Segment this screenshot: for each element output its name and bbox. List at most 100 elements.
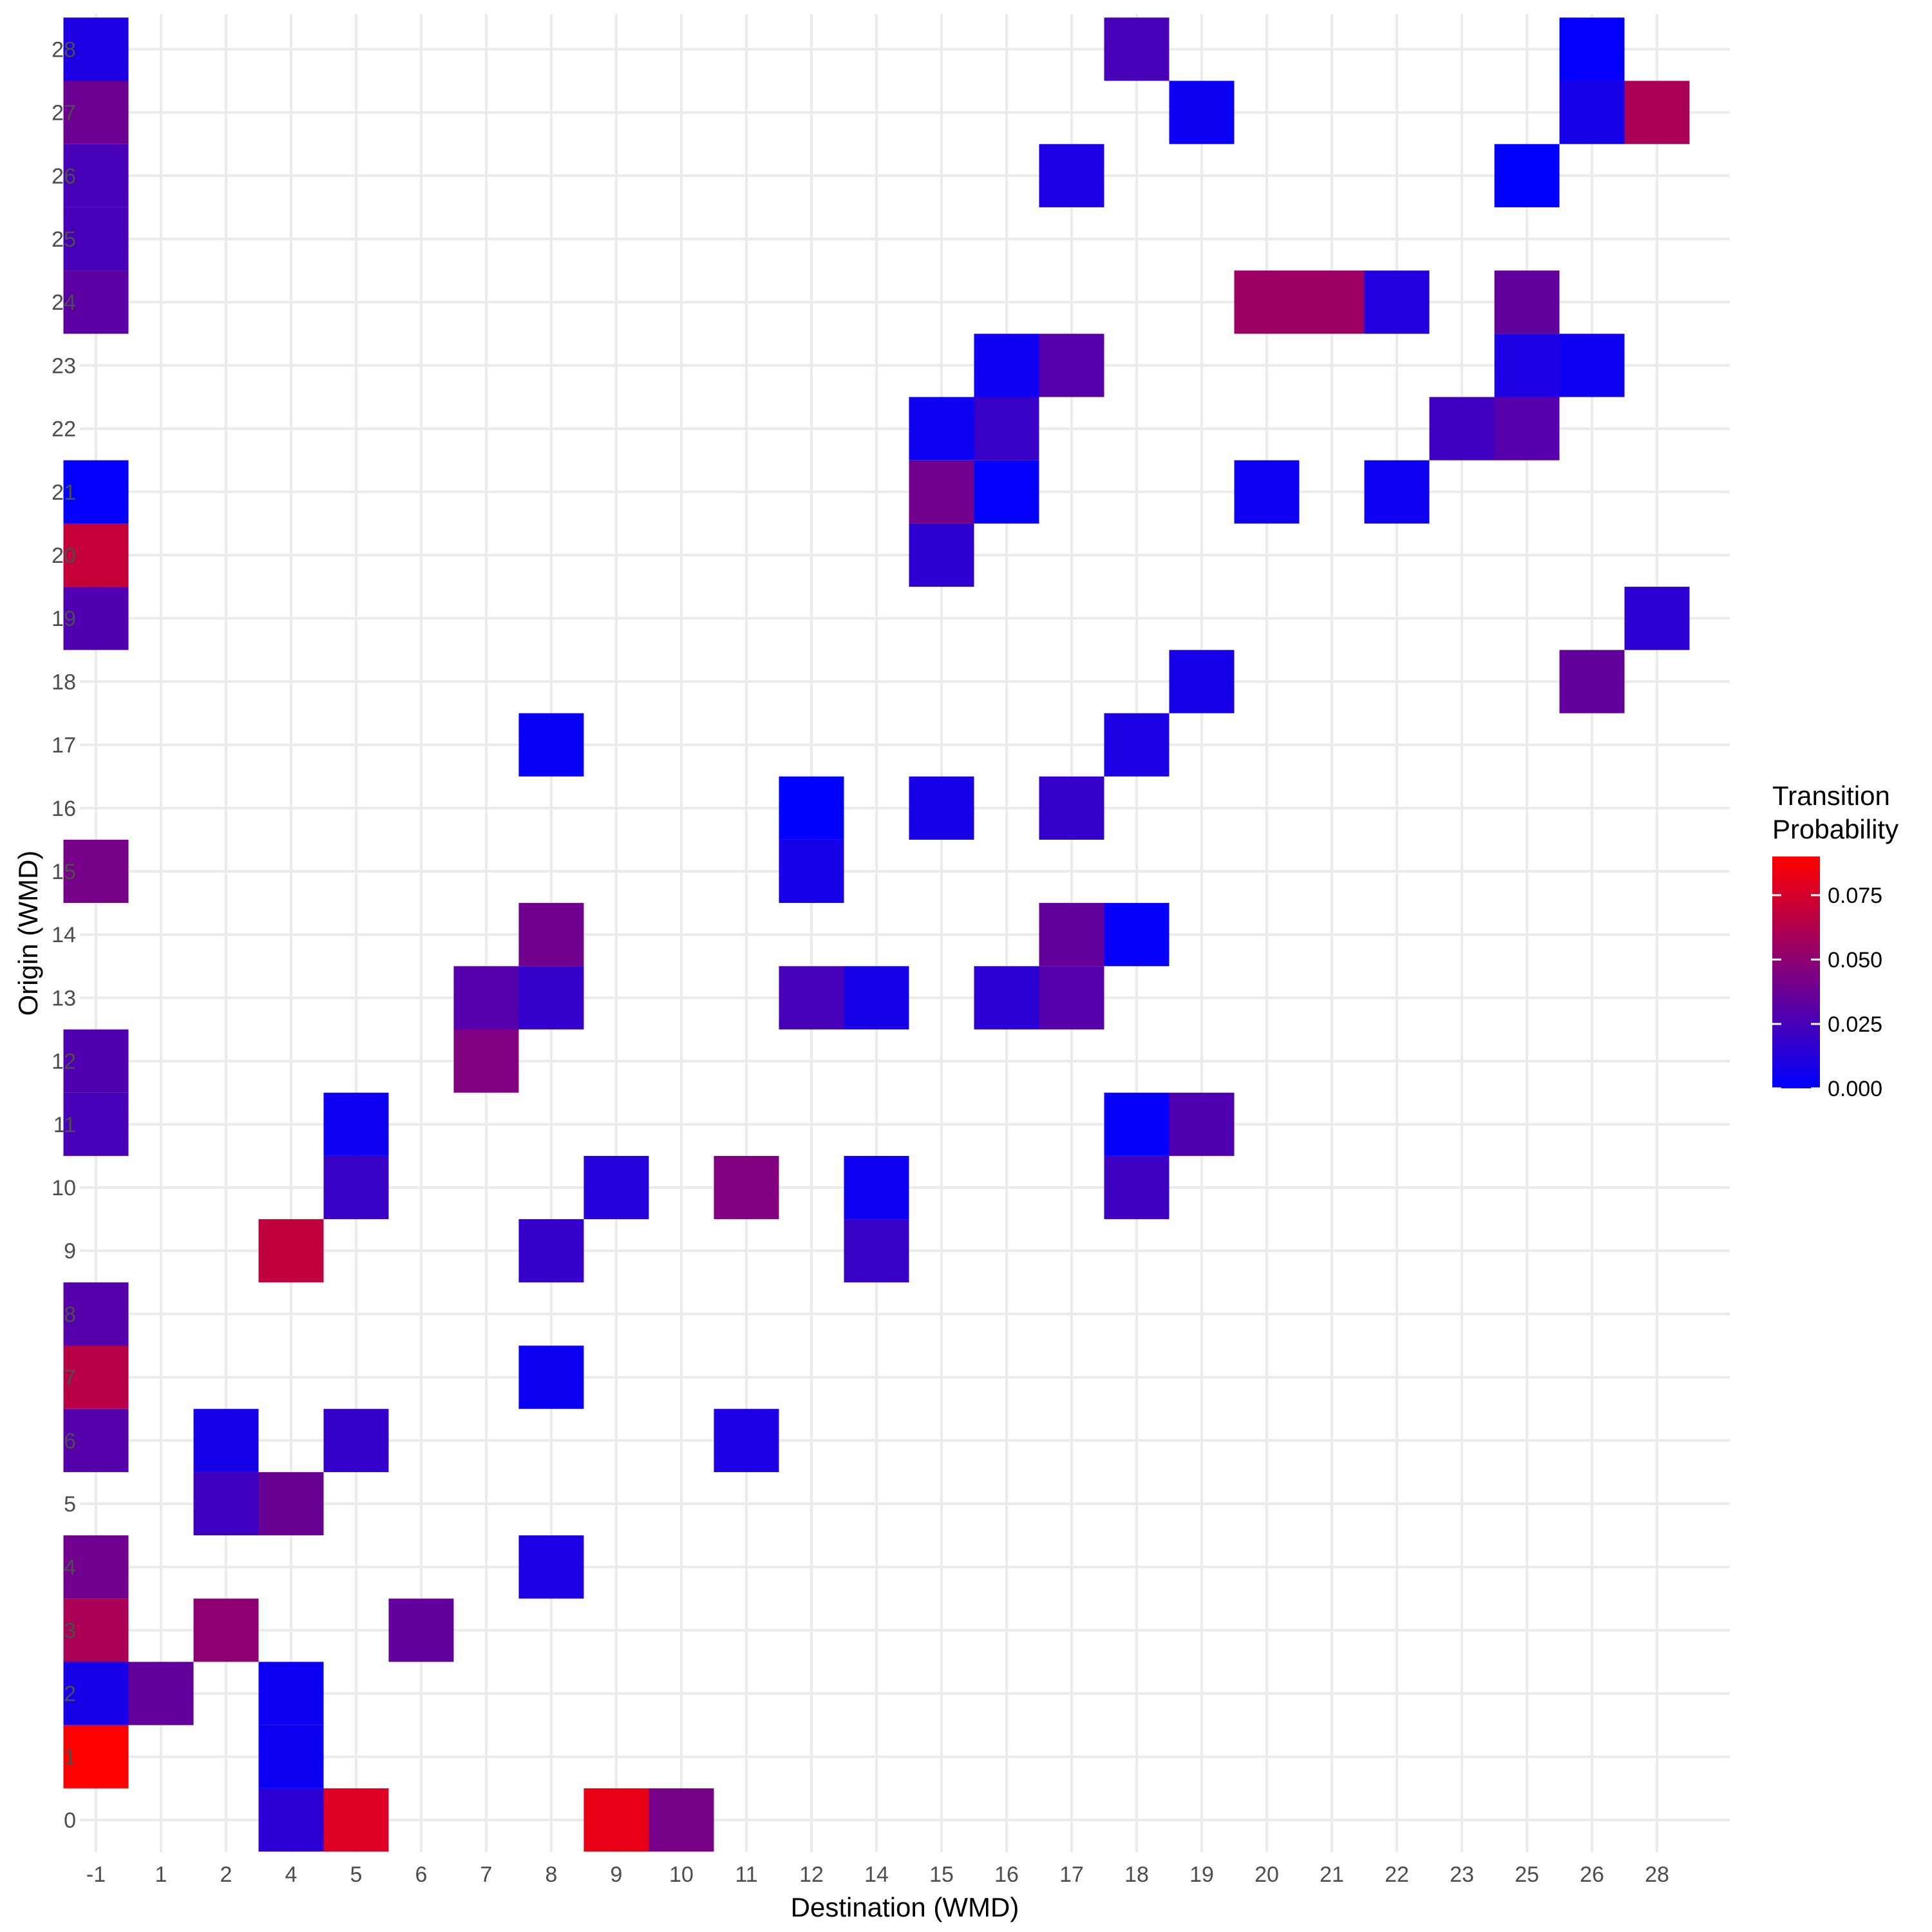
heatmap-cell-0-to-10 — [649, 1788, 714, 1852]
y-tick-label: 13 — [52, 986, 76, 1010]
plot-panel — [63, 14, 1730, 1852]
heatmap-cell-3-to-2 — [193, 1598, 259, 1662]
x-tick-label: 22 — [1385, 1862, 1409, 1887]
y-tick-label: 27 — [52, 101, 76, 126]
heatmap-cell-9-to-8 — [518, 1219, 584, 1283]
heatmap-cell-25-to--1 — [63, 207, 129, 271]
heatmap-cell-15-to-12 — [779, 839, 844, 904]
x-tick-label: 23 — [1450, 1862, 1474, 1887]
x-tick-label: -1 — [86, 1862, 106, 1887]
y-tick-label: 1 — [64, 1745, 76, 1770]
heatmap-cell-13-to-7 — [453, 966, 519, 1030]
x-tick-label: 8 — [545, 1862, 558, 1887]
x-tick-label: 19 — [1189, 1862, 1214, 1887]
legend-tick-label: 0.075 — [1828, 884, 1882, 908]
heatmap-cell-3-to-6 — [388, 1598, 454, 1662]
heatmap-cell-13-to-14 — [844, 966, 909, 1030]
y-tick-label: 2 — [64, 1682, 76, 1707]
y-tick-label: 19 — [52, 607, 76, 631]
heatmap-cell-21-to-15 — [909, 460, 974, 524]
x-tick-label: 5 — [350, 1862, 363, 1887]
y-tick-label: 10 — [52, 1176, 76, 1200]
y-tick-label: 14 — [52, 923, 76, 947]
heatmap-cell-7-to--1 — [63, 1345, 129, 1409]
heatmap-cell-6-to--1 — [63, 1408, 129, 1472]
y-tick-label: 0 — [64, 1808, 76, 1833]
x-tick-label: 12 — [799, 1862, 824, 1887]
heatmap-cell-13-to-17 — [1039, 966, 1104, 1030]
heatmap-cell-3-to--1 — [63, 1598, 129, 1662]
y-tick-label: 11 — [53, 1113, 76, 1137]
heatmap-cell-23-to-16 — [974, 334, 1039, 397]
x-tick-label: 16 — [994, 1862, 1019, 1887]
y-tick-label: 17 — [52, 734, 76, 758]
y-tick-label: 15 — [52, 860, 76, 884]
legend-colorbar — [1772, 857, 1820, 1088]
heatmap-cell-12-to-7 — [453, 1029, 519, 1093]
heatmap-cell-22-to-16 — [974, 397, 1039, 460]
heatmap-cell-4-to--1 — [63, 1535, 129, 1599]
heatmap-cell-14-to-8 — [518, 903, 584, 967]
heatmap-cell-6-to-11 — [714, 1408, 779, 1472]
heatmap-cell-9-to-14 — [844, 1219, 909, 1283]
legend-title-line-1: Transition — [1772, 781, 1890, 811]
x-tick-label: 25 — [1515, 1862, 1539, 1887]
y-tick-label: 26 — [52, 164, 76, 189]
x-tick-label: 4 — [285, 1862, 298, 1887]
y-tick-label: 25 — [52, 227, 76, 252]
x-tick-label: 17 — [1059, 1862, 1084, 1887]
heatmap-cell-5-to-2 — [193, 1472, 259, 1536]
heatmap-cell-10-to-9 — [583, 1155, 649, 1220]
heatmap-cell-24-to--1 — [63, 270, 129, 334]
legend: Transition Probability 0.0000.0250.0500.… — [1772, 781, 1899, 1101]
heatmap-cell-6-to-5 — [323, 1408, 389, 1472]
legend-tick-label: 0.050 — [1828, 948, 1882, 972]
heatmap-cell-2-to-1 — [128, 1662, 194, 1725]
heatmap-cell-28-to--1 — [63, 17, 129, 81]
x-tick-label: 21 — [1320, 1862, 1344, 1887]
heatmap-cell-14-to-17 — [1039, 903, 1104, 967]
heatmap-cell-7-to-8 — [518, 1345, 584, 1409]
y-tick-label: 22 — [52, 417, 76, 442]
y-tick-label: 23 — [52, 354, 76, 378]
heatmap-cell-16-to-17 — [1039, 776, 1104, 840]
heatmap-cell-4-to-8 — [518, 1535, 584, 1599]
y-tick-label: 16 — [52, 797, 76, 821]
x-axis-ticks: -1 1 2 4 5 6 7 8 9 10 11 12 14 15 16 17 18 19 20 21 22 23 25 26… — [86, 1862, 1669, 1887]
heatmap-cell-0-to-4 — [258, 1788, 324, 1852]
heatmap-cell-21-to-20 — [1234, 460, 1300, 524]
heatmap-cell-0-to-5 — [323, 1788, 389, 1852]
x-tick-label: 10 — [669, 1862, 694, 1887]
heatmap-cell-11-to-18 — [1104, 1092, 1170, 1156]
heatmap-cell-10-to-18 — [1104, 1155, 1170, 1220]
y-tick-label: 4 — [64, 1555, 76, 1580]
heatmap-cell-21-to-16 — [974, 460, 1039, 524]
y-tick-label: 28 — [52, 37, 76, 62]
y-axis-ticks: 0123456789101112131415161718192021222324… — [52, 37, 76, 1833]
y-tick-label: 7 — [64, 1366, 76, 1390]
y-tick-label: 9 — [64, 1239, 76, 1264]
y-tick-label: 8 — [64, 1302, 76, 1327]
heatmap-cell-6-to-2 — [193, 1408, 259, 1472]
x-tick-label: 6 — [415, 1862, 428, 1887]
heatmap-cell-10-to-14 — [844, 1155, 909, 1220]
heatmap-cell-20-to-15 — [909, 523, 974, 587]
heatmap-cell-11-to-5 — [323, 1092, 389, 1156]
y-axis-title: Origin (WMD) — [13, 851, 43, 1016]
heatmap-cell-18-to-19 — [1169, 650, 1235, 714]
heatmap-cell-10-to-11 — [714, 1155, 779, 1220]
x-tick-label: 20 — [1255, 1862, 1279, 1887]
heatmap-cell-13-to-12 — [779, 966, 844, 1030]
heatmap-cell-13-to-8 — [518, 966, 584, 1030]
heatmap-cell-8-to--1 — [63, 1282, 129, 1346]
heatmap-cell-23-to-17 — [1039, 334, 1104, 397]
x-tick-label: 11 — [735, 1862, 757, 1887]
heatmap-cell-19-to--1 — [63, 587, 129, 650]
heatmap-cell-23-to-25 — [1494, 334, 1560, 397]
y-tick-label: 6 — [64, 1429, 76, 1454]
heatmap-cell-11-to--1 — [63, 1092, 129, 1156]
heatmap-cell-24-to-22 — [1364, 270, 1430, 334]
heatmap-cell-21-to--1 — [63, 460, 129, 524]
heatmap-cell-2-to--1 — [63, 1662, 129, 1725]
heatmap-cell-21-to-22 — [1364, 460, 1430, 524]
